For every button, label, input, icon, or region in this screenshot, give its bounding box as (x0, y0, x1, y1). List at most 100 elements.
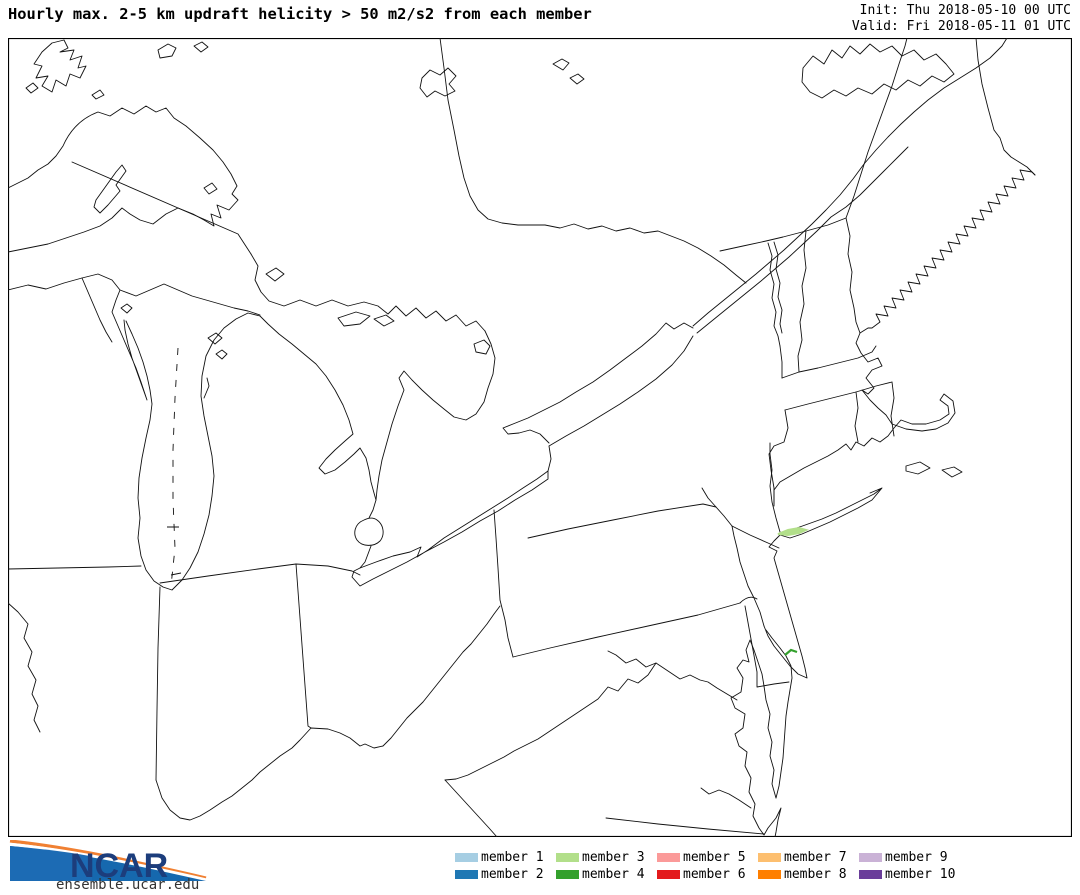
southern-new-england-coast (773, 332, 963, 507)
member-2-label: member 2 (481, 867, 544, 882)
member-legend: member 1 member 2 member 3 member 4 memb… (455, 851, 960, 881)
helicity-track-green (784, 648, 798, 656)
isle-royale (25, 39, 105, 100)
long-island (779, 487, 883, 539)
ontario-quebec-border (419, 38, 546, 226)
legend-item-member-8: member 8 (758, 868, 859, 881)
ncar-swoosh-white-arc (9, 842, 207, 881)
helicity-tracks (777, 526, 809, 656)
legend-item-member-1: member 1 (455, 851, 556, 864)
member-7-label: member 7 (784, 850, 847, 865)
member-7-swatch (758, 853, 781, 862)
mi-wi-border (81, 277, 113, 343)
il-in-border (155, 586, 161, 781)
wv-va-border (444, 662, 657, 781)
legend-item-member-4: member 4 (556, 868, 657, 881)
member-1-swatch (455, 853, 478, 862)
huron-north-shore (250, 253, 486, 332)
lake-st-clair (354, 499, 384, 569)
ma-north-border (781, 345, 877, 379)
lake-superior (8, 105, 239, 253)
hudson-river (769, 442, 781, 533)
mi-in-oh-border (159, 563, 361, 584)
potomac-river (607, 650, 738, 701)
ottawa-river (544, 223, 747, 284)
small-lakes-north (157, 41, 585, 85)
ny-vt-border (779, 345, 783, 379)
ky-va-border (444, 779, 498, 837)
member-8-swatch (758, 870, 781, 879)
site-url: ensemble.ucar.edu (56, 877, 200, 893)
forecast-map (8, 38, 1072, 837)
lake-michigan (119, 283, 261, 591)
pa-ny-border (527, 503, 717, 539)
va-nc-border (605, 817, 765, 835)
james-river (700, 787, 752, 809)
member-5-label: member 5 (683, 850, 746, 865)
member-1-label: member 1 (481, 850, 544, 865)
member-10-swatch (859, 870, 882, 879)
member-4-label: member 4 (582, 867, 645, 882)
lake-ontario (502, 322, 694, 472)
member-5-swatch (657, 853, 680, 862)
map-border (8, 38, 1072, 837)
wi-il-border (8, 565, 142, 570)
basemap-coastlines (8, 38, 1036, 837)
helicity-track-light-green (777, 526, 809, 537)
legend-item-member-2: member 2 (455, 868, 556, 881)
legend-item-member-7: member 7 (758, 851, 859, 864)
ncar-swoosh-orange-arc (9, 839, 207, 880)
legend-item-member-3: member 3 (556, 851, 657, 864)
maine-nh-border (845, 217, 861, 334)
lake-michigan-dashed-border (167, 347, 182, 587)
new-jersey-coast (763, 534, 808, 679)
member-6-label: member 6 (683, 867, 746, 882)
superior-border-line (71, 161, 252, 255)
in-oh-border (295, 563, 312, 729)
member-3-swatch (556, 853, 579, 862)
ct-ny-border (768, 409, 789, 505)
ncar-swoosh-blue-dark (10, 846, 92, 881)
mason-dixon-line (512, 602, 741, 658)
member-10-label: member 10 (885, 867, 956, 882)
member-3-label: member 3 (582, 850, 645, 865)
ohio-river (155, 605, 501, 821)
ncar-logo: NCAR (8, 839, 218, 885)
ma-ct-ri-borders (784, 381, 895, 443)
up-south-shore (8, 273, 148, 401)
legend-col: member 5 member 6 (657, 851, 758, 881)
vt-nh-border (797, 230, 807, 373)
run-timestamps: Init: Thu 2018-05-10 00 UTC Valid: Fri 2… (852, 3, 1071, 35)
member-4-swatch (556, 870, 579, 879)
member-9-label: member 9 (885, 850, 948, 865)
page-title: Hourly max. 2-5 km updraft helicity > 50… (8, 5, 592, 23)
michigan-huron-shore (259, 315, 377, 501)
illinois-river (8, 602, 41, 733)
member-6-swatch (657, 870, 680, 879)
chesapeake-bay (730, 639, 782, 837)
maine-coast (859, 169, 1036, 334)
delmarva-atlantic-coast (765, 629, 793, 799)
us-canada-border (719, 217, 847, 252)
ncar-logo-text: NCAR (70, 847, 168, 882)
legend-col: member 3 member 4 (556, 851, 657, 881)
member-2-swatch (455, 870, 478, 879)
legend-col: member 1 member 2 (455, 851, 556, 881)
legend-item-member-10: member 10 (859, 868, 960, 881)
maine-quebec-border (845, 38, 908, 219)
legend-col: member 7 member 8 (758, 851, 859, 881)
init-time: Init: Thu 2018-05-10 00 UTC (859, 3, 1071, 18)
georgian-bay (337, 311, 496, 501)
maine-nb-border (975, 38, 1036, 176)
lake-champlain (767, 241, 783, 347)
delaware-borders (739, 596, 790, 688)
legend-col: member 9 member 10 (859, 851, 960, 881)
legend-item-member-5: member 5 (657, 851, 758, 864)
ny-nj-border (731, 525, 780, 549)
st-lawrence-river (692, 38, 1008, 334)
quebec-reservoir (801, 43, 955, 99)
lake-erie (351, 470, 549, 587)
member-8-label: member 8 (784, 867, 847, 882)
member-9-swatch (859, 853, 882, 862)
